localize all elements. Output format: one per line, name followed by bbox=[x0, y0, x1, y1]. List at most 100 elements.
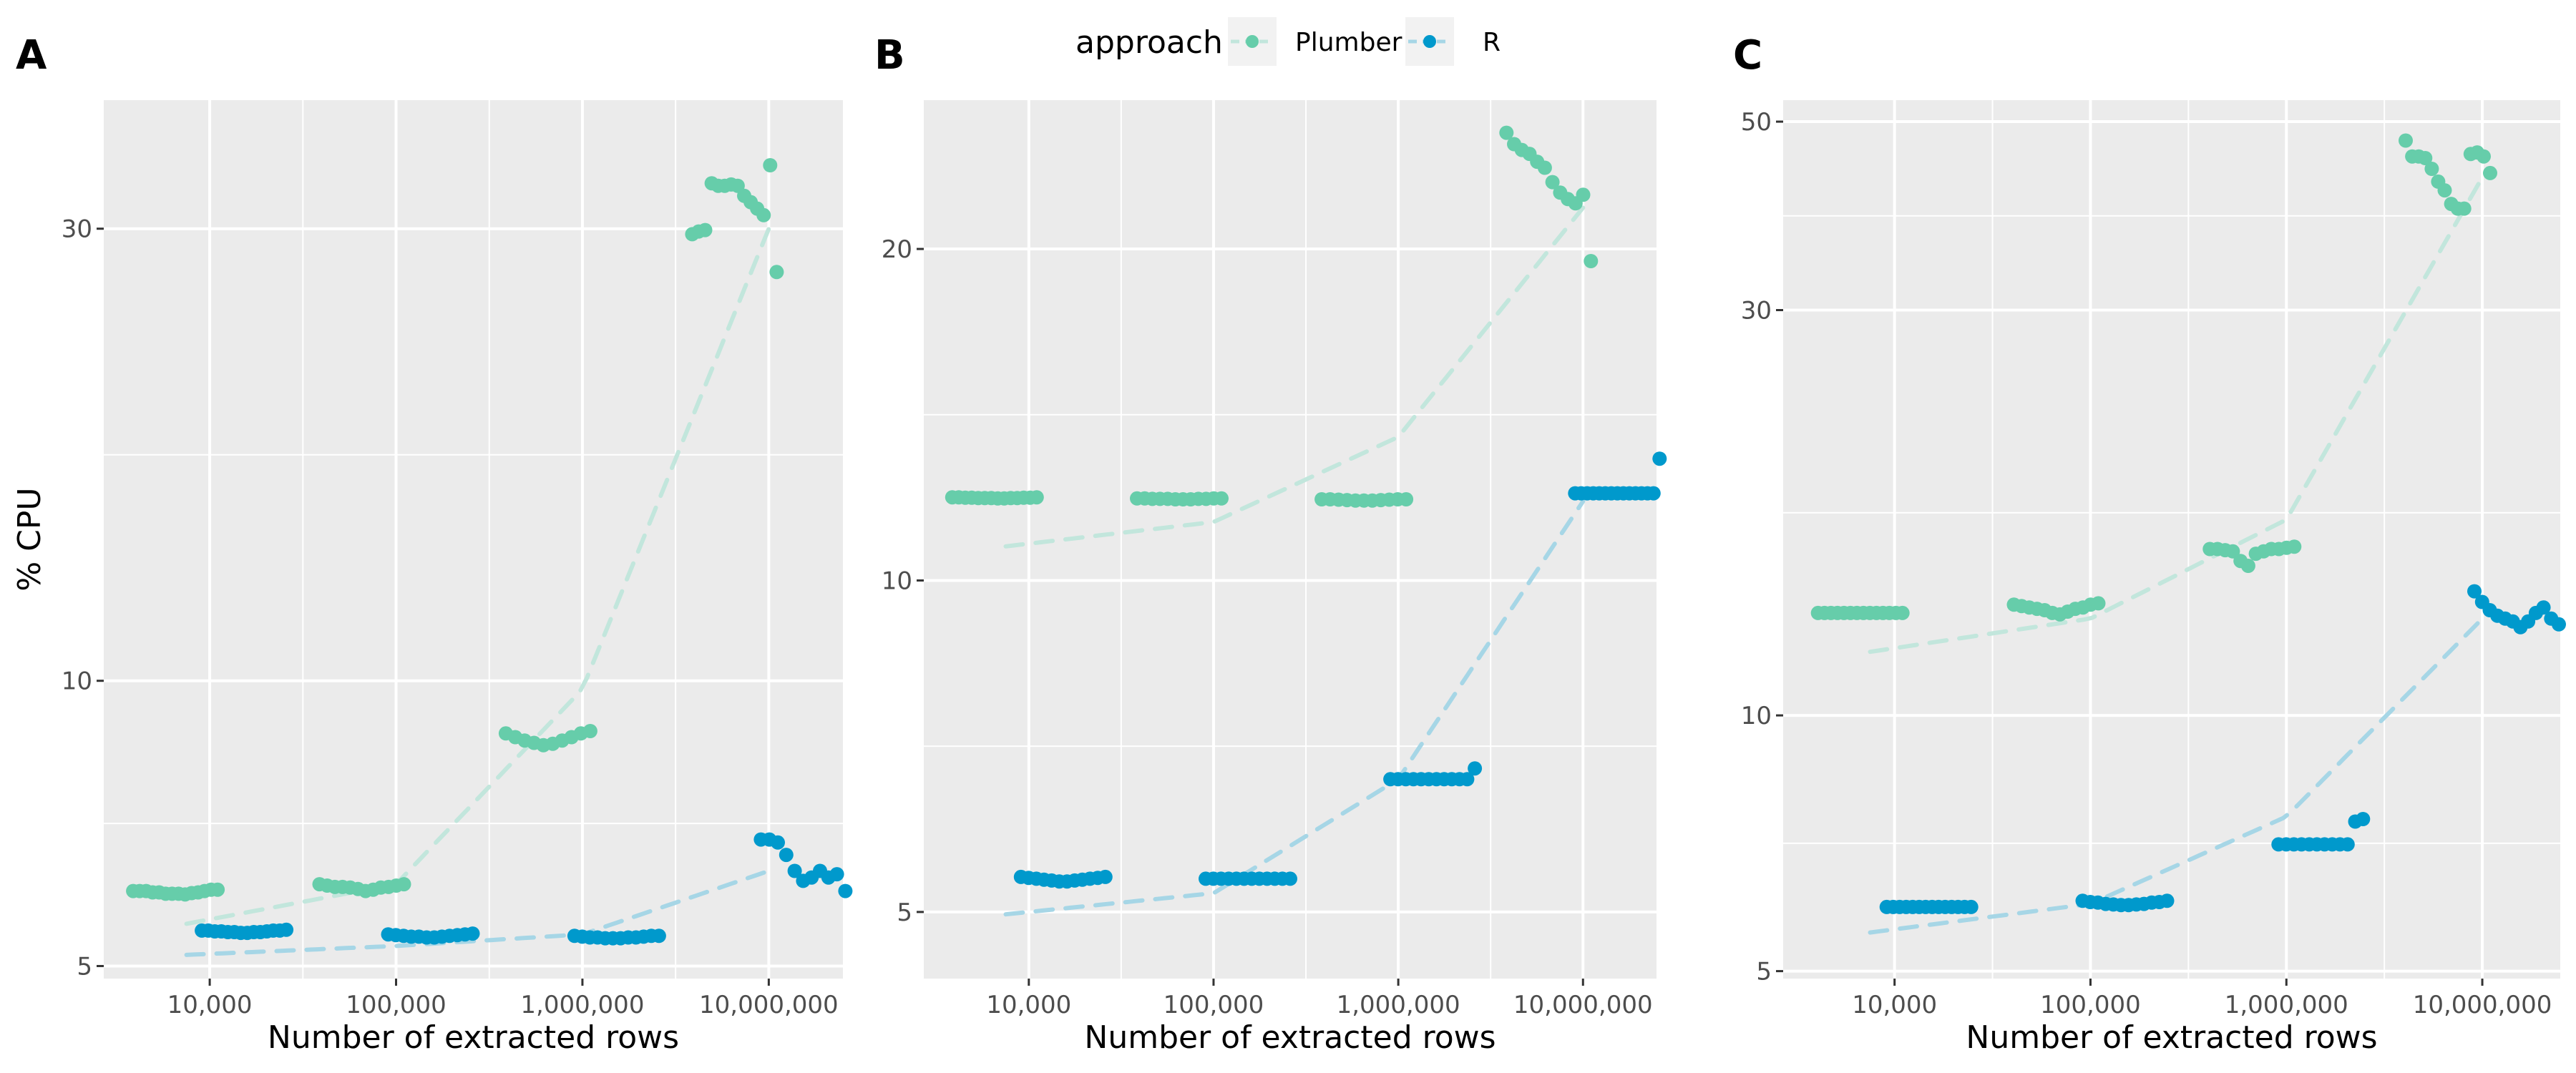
panel-a: A 10,000 100,000 1,000,000 10,000,000 5 10 30 Nu… bbox=[11, 32, 853, 1056]
data-point bbox=[1399, 492, 1414, 506]
plot-background bbox=[924, 100, 1657, 979]
data-point bbox=[1499, 125, 1514, 140]
data-point bbox=[2437, 183, 2452, 198]
series-plumber bbox=[126, 158, 784, 902]
legend-label-r: R bbox=[1483, 28, 1501, 57]
trend-line-plumber bbox=[1868, 175, 2484, 655]
data-point bbox=[2160, 893, 2175, 908]
trend-line-plumber bbox=[184, 226, 771, 926]
data-point bbox=[1646, 486, 1661, 501]
series-r bbox=[1879, 584, 2566, 914]
data-point bbox=[1963, 899, 1979, 914]
data-point bbox=[2477, 149, 2491, 164]
x-axis-title: Number of extracted rows bbox=[268, 1019, 679, 1056]
major-gridlines bbox=[924, 100, 1657, 979]
y-tick-label: 10 bbox=[1741, 702, 1772, 730]
data-point bbox=[651, 929, 666, 944]
data-point bbox=[1576, 187, 1591, 202]
x-tick-label: 1,000,000 bbox=[2225, 991, 2348, 1019]
minor-gridlines bbox=[104, 100, 843, 979]
data-point bbox=[2467, 584, 2482, 599]
data-point bbox=[2225, 544, 2240, 559]
data-point bbox=[787, 863, 802, 878]
data-point bbox=[779, 848, 794, 863]
x-tick-label: 10,000,000 bbox=[699, 991, 839, 1019]
data-point bbox=[771, 835, 785, 850]
x-tick-label: 100,000 bbox=[346, 991, 447, 1019]
y-axis: 5 10 30 50 bbox=[1741, 108, 1783, 986]
legend-label-plumber: Plumber bbox=[1295, 28, 1402, 57]
data-point bbox=[1652, 451, 1667, 466]
y-axis-title: % CPU bbox=[11, 487, 48, 591]
y-tick-label: 20 bbox=[882, 235, 912, 264]
y-tick-label: 5 bbox=[1756, 958, 1772, 986]
y-tick-label: 10 bbox=[882, 567, 912, 595]
data-point bbox=[763, 158, 778, 172]
panels: A 10,000 100,000 1,000,000 10,000,000 5 10 30 Nu… bbox=[11, 32, 2566, 1056]
x-axis: 10,000 100,000 1,000,000 10,000,000 bbox=[167, 979, 839, 1019]
x-tick-label: 100,000 bbox=[2040, 991, 2141, 1019]
minor-gridlines bbox=[1783, 100, 2560, 979]
trend-line-r bbox=[1868, 616, 2484, 935]
y-tick-label: 5 bbox=[897, 898, 912, 927]
data-point bbox=[698, 222, 713, 237]
data-point bbox=[1584, 254, 1599, 268]
panel-c: C 10,000 100,000 1,000,000 10,000,000 5 10 30 50… bbox=[1733, 32, 2566, 1056]
data-point bbox=[582, 724, 597, 738]
trend-line-r bbox=[1003, 499, 1586, 917]
legend-key-plumber bbox=[1228, 17, 1277, 66]
x-tick-label: 10,000 bbox=[167, 991, 253, 1019]
series-plumber bbox=[1810, 133, 2497, 622]
x-axis-title: Number of extracted rows bbox=[1084, 1019, 1496, 1056]
data-point bbox=[756, 207, 771, 222]
panel-letter: A bbox=[16, 32, 47, 79]
trend-line-r bbox=[184, 868, 771, 957]
series-plumber bbox=[945, 125, 1599, 508]
x-tick-label: 10,000,000 bbox=[1513, 991, 1653, 1019]
data-point bbox=[2457, 201, 2472, 216]
y-tick-label: 5 bbox=[77, 952, 92, 981]
data-point bbox=[2418, 151, 2433, 165]
plot-background bbox=[104, 100, 843, 979]
data-point bbox=[1895, 605, 1910, 620]
legend: approach Plumber R bbox=[1075, 17, 1501, 66]
y-tick-label: 10 bbox=[62, 667, 92, 696]
panel-letter: B bbox=[874, 32, 905, 79]
legend-key-r bbox=[1405, 17, 1454, 66]
y-axis: 5 10 20 bbox=[882, 235, 924, 927]
x-tick-label: 1,000,000 bbox=[1337, 991, 1460, 1019]
data-point bbox=[2483, 165, 2497, 180]
x-axis-title: Number of extracted rows bbox=[1966, 1019, 2377, 1056]
x-axis: 10,000 100,000 1,000,000 10,000,000 bbox=[986, 979, 1653, 1019]
data-point bbox=[1468, 761, 1483, 776]
data-point bbox=[2552, 617, 2566, 632]
panel-b: B 10,000 100,000 1,000,000 10,000,000 5 10 20 Nu… bbox=[874, 32, 1667, 1056]
y-axis: 5 10 30 bbox=[62, 215, 104, 981]
data-point bbox=[2287, 539, 2302, 554]
major-gridlines bbox=[104, 100, 843, 979]
plot-background bbox=[1783, 100, 2560, 979]
major-gridlines bbox=[1783, 100, 2560, 979]
trend-line-plumber bbox=[1003, 205, 1586, 549]
data-point bbox=[1545, 175, 1560, 190]
data-point bbox=[465, 926, 480, 941]
data-point bbox=[2424, 162, 2439, 176]
x-tick-label: 100,000 bbox=[1163, 991, 1264, 1019]
data-point bbox=[829, 867, 844, 882]
data-point bbox=[2356, 812, 2371, 826]
x-tick-label: 10,000 bbox=[1852, 991, 1937, 1019]
data-point bbox=[1029, 490, 1044, 505]
data-point bbox=[1537, 160, 1552, 175]
data-point bbox=[1098, 869, 1113, 884]
data-point bbox=[1214, 491, 1229, 506]
y-tick-label: 30 bbox=[1741, 297, 1772, 325]
x-axis: 10,000 100,000 1,000,000 10,000,000 bbox=[1852, 979, 2552, 1019]
y-tick-label: 50 bbox=[1741, 108, 1772, 137]
data-point bbox=[2536, 600, 2551, 615]
y-tick-label: 30 bbox=[62, 215, 92, 244]
series-r bbox=[1013, 451, 1667, 889]
data-point bbox=[2399, 133, 2413, 148]
minor-gridlines bbox=[924, 100, 1657, 979]
x-tick-label: 10,000 bbox=[986, 991, 1071, 1019]
panel-letter: C bbox=[1733, 32, 1762, 79]
